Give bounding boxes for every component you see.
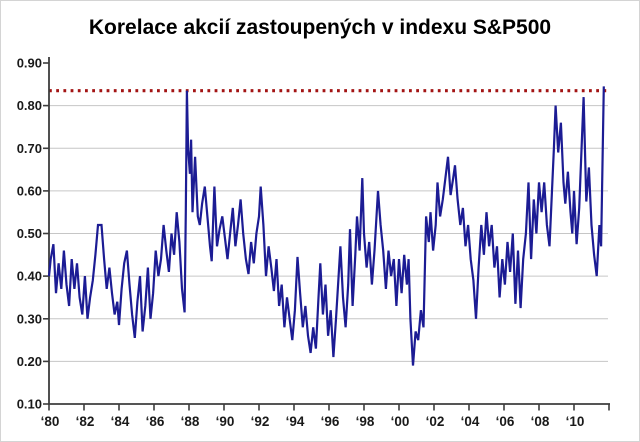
y-tick-label: 0.90 — [17, 56, 42, 71]
y-tick-label: 0.50 — [17, 226, 42, 241]
x-tick-label: ‘94 — [286, 414, 305, 429]
x-tick-label: ‘98 — [356, 414, 375, 429]
y-tick-label: 0.20 — [17, 354, 42, 369]
y-tick-label: 0.60 — [17, 183, 42, 198]
y-tick-label: 0.40 — [17, 269, 42, 284]
x-tick-label: ‘06 — [496, 414, 515, 429]
y-tick-label: 0.70 — [17, 141, 42, 156]
x-tick-label: ‘84 — [111, 414, 130, 429]
chart-title: Korelace akcií zastoupených v indexu S&P… — [88, 16, 552, 39]
x-tick-label: ‘02 — [426, 414, 445, 429]
y-tick-label: 0.10 — [17, 397, 42, 412]
x-tick-label: ‘92 — [251, 414, 270, 429]
y-tick-label: 0.30 — [17, 311, 42, 326]
x-tick-label: ‘08 — [531, 414, 550, 429]
x-tick-label: ‘90 — [216, 414, 235, 429]
x-tick-label: ‘00 — [391, 414, 410, 429]
x-tick-label: ‘04 — [461, 414, 480, 429]
x-tick-label: ‘82 — [76, 414, 95, 429]
y-tick-label: 0.80 — [17, 98, 42, 113]
x-tick-label: ‘88 — [181, 414, 200, 429]
x-tick-label: ‘10 — [566, 414, 585, 429]
x-tick-label: ‘86 — [146, 414, 165, 429]
x-tick-label: ‘80 — [41, 414, 60, 429]
x-tick-label: ‘96 — [321, 414, 340, 429]
correlation-series-line — [47, 86, 605, 366]
